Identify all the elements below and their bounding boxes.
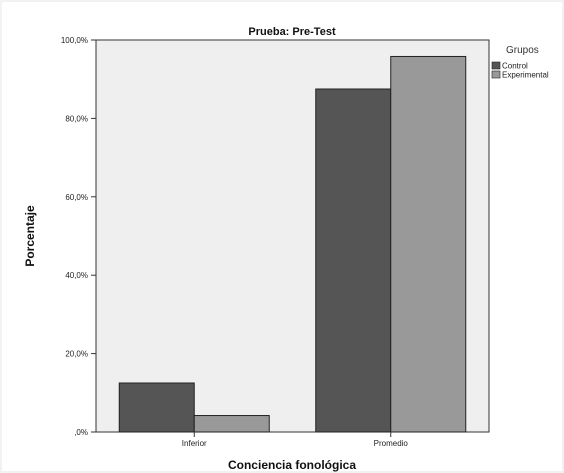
legend-label-experimental: Experimental — [502, 71, 549, 80]
bar-experimental-inferior — [193, 415, 270, 433]
legend-label-control: Control — [502, 62, 528, 71]
y-axis: ,0% 20,0% 40,0% 60,0% 80,0% 100,0% — [61, 36, 96, 437]
y-tick-label: 60,0% — [65, 193, 88, 202]
legend-swatch-experimental — [491, 70, 501, 79]
x-tick-label: Inferior — [182, 439, 207, 448]
bar-control-inferior — [118, 382, 195, 433]
y-axis-title: Porcentaje — [23, 205, 37, 267]
chart-title: Prueba: Pre-Test — [248, 26, 336, 38]
y-tick-label: 40,0% — [65, 271, 88, 280]
x-axis-title: Conciencia fonológica — [228, 458, 356, 472]
bar-control-promedio — [315, 88, 392, 433]
x-tick-label: Promedio — [374, 439, 409, 448]
y-tick-label: ,0% — [74, 428, 88, 437]
bars-layer — [118, 55, 467, 433]
y-tick-label: 80,0% — [65, 114, 88, 123]
legend-title: Grupos — [506, 45, 539, 56]
y-tick-label: 20,0% — [65, 350, 88, 359]
legend-swatch-control — [491, 61, 501, 70]
bar-experimental-promedio — [390, 55, 467, 433]
x-axis: Inferior Promedio — [182, 432, 409, 448]
y-tick-label: 100,0% — [61, 36, 88, 45]
